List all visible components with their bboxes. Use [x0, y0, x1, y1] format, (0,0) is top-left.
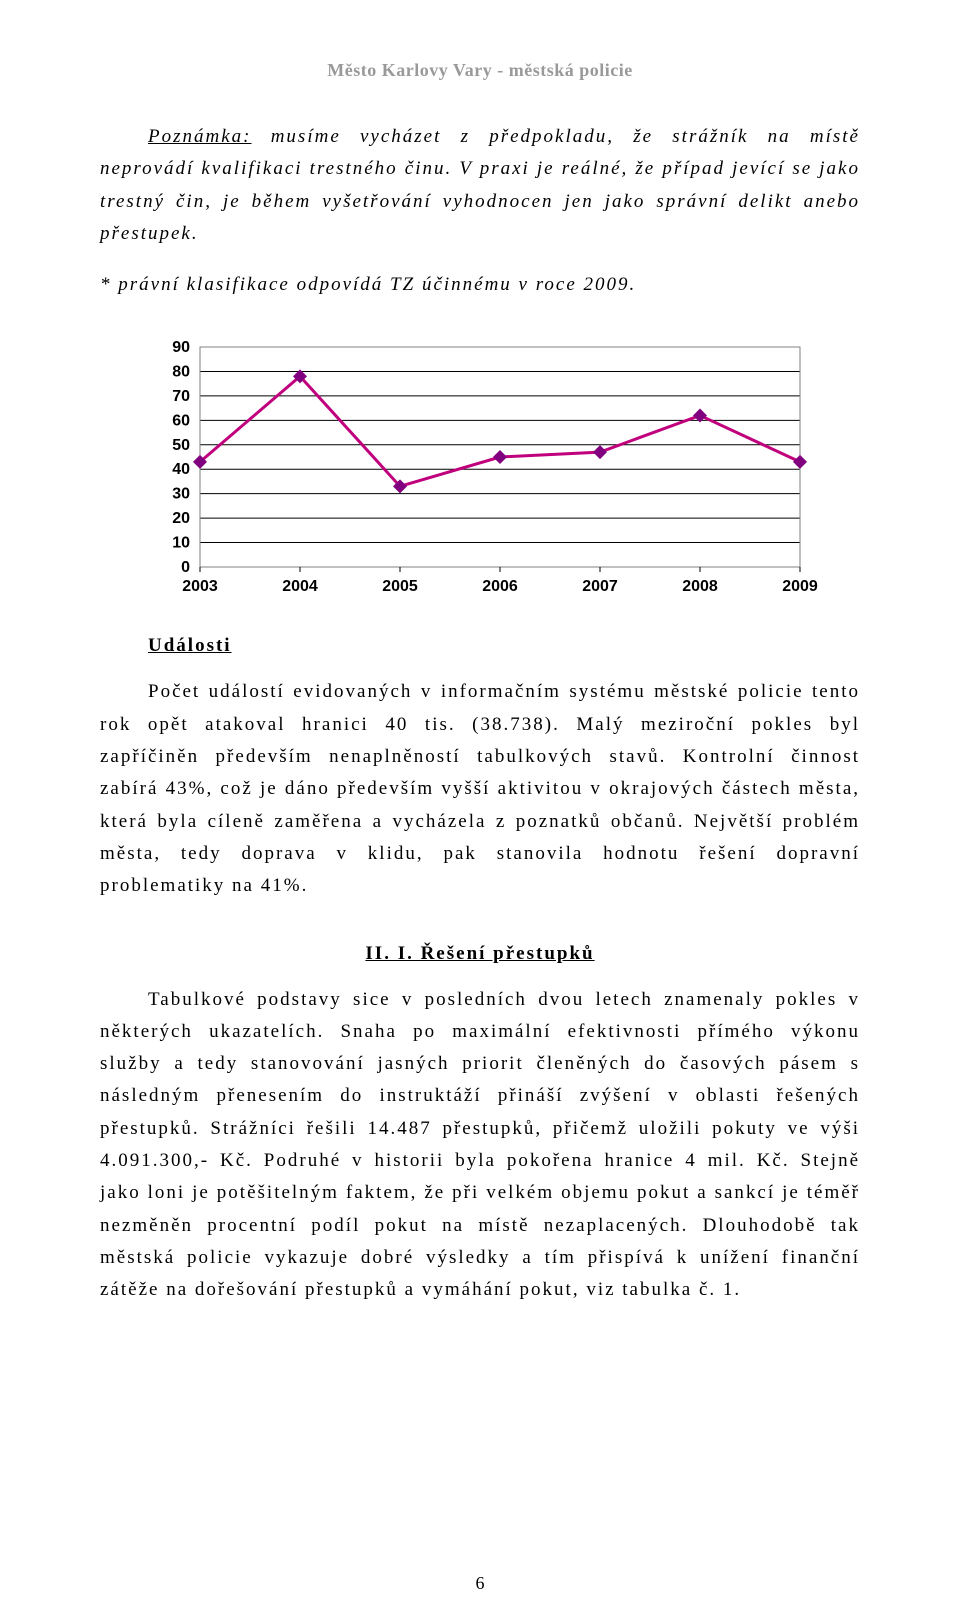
svg-text:2009: 2009	[782, 578, 818, 595]
svg-text:50: 50	[172, 437, 190, 454]
svg-text:70: 70	[172, 388, 190, 405]
svg-text:2007: 2007	[582, 578, 618, 595]
svg-text:60: 60	[172, 413, 190, 430]
svg-text:2008: 2008	[682, 578, 718, 595]
events-chart: 0 10 20 30 40 50 60 70 80 90 2003 2004 2005 2006 2007 2…	[140, 337, 820, 607]
svg-text:40: 40	[172, 462, 190, 479]
note-paragraph-2: * právní klasifikace odpovídá TZ účinném…	[100, 269, 860, 301]
page-number: 6	[0, 1573, 960, 1594]
svg-text:80: 80	[172, 364, 190, 381]
offences-body: Tabulkové podstavy sice v posledních dvo…	[100, 984, 860, 1307]
page: Město Karlovy Vary - městská policie Poz…	[0, 0, 960, 1624]
svg-text:2004: 2004	[282, 578, 318, 595]
svg-text:30: 30	[172, 486, 190, 503]
note-label: Poznámka:	[148, 126, 251, 147]
svg-text:20: 20	[172, 511, 190, 528]
svg-text:2003: 2003	[182, 578, 218, 595]
svg-text:2005: 2005	[382, 578, 418, 595]
line-chart-svg: 0 10 20 30 40 50 60 70 80 90 2003 2004 2005 2006 2007 2…	[140, 337, 820, 607]
events-body: Počet událostí evidovaných v informačním…	[100, 676, 860, 902]
svg-text:10: 10	[172, 535, 190, 552]
svg-text:2006: 2006	[482, 578, 518, 595]
note-paragraph-1: Poznámka: musíme vycházet z předpokladu,…	[100, 121, 860, 250]
svg-text:0: 0	[181, 559, 190, 576]
events-heading: Události	[100, 635, 860, 657]
running-header: Město Karlovy Vary - městská policie	[100, 60, 860, 81]
svg-text:90: 90	[172, 339, 190, 356]
offences-heading: II. I. Řešení přestupků	[100, 943, 860, 965]
